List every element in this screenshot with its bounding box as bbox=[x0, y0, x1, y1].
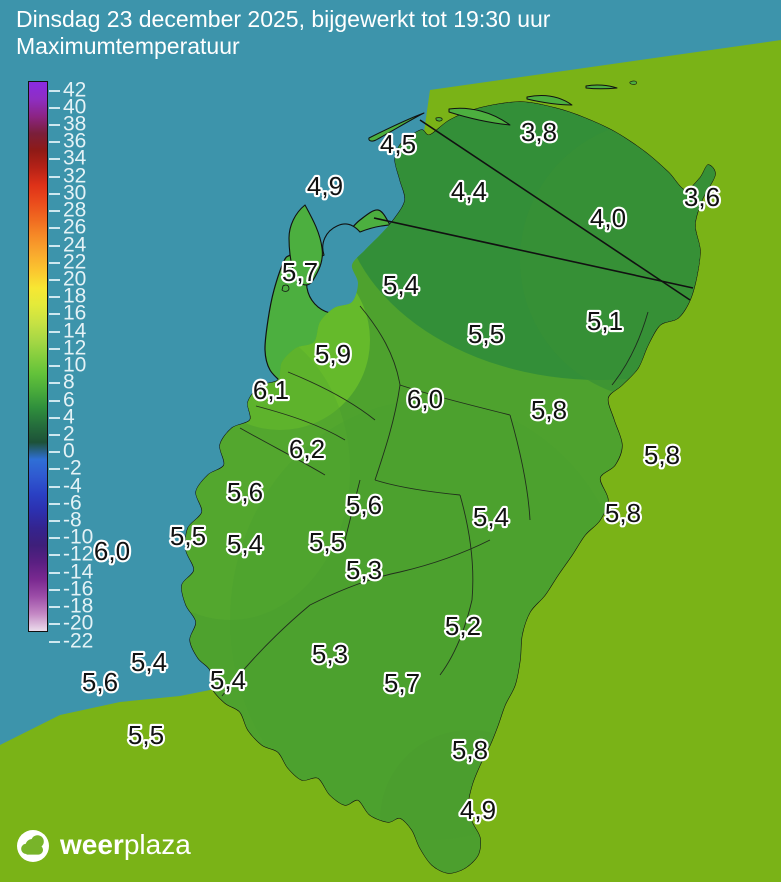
svg-text:5,7: 5,7 bbox=[384, 668, 420, 698]
svg-text:5,8: 5,8 bbox=[605, 498, 641, 528]
svg-text:5,5: 5,5 bbox=[170, 521, 206, 551]
svg-text:5,8: 5,8 bbox=[452, 735, 488, 765]
svg-text:3,6: 3,6 bbox=[684, 182, 720, 212]
svg-text:6,2: 6,2 bbox=[289, 434, 325, 464]
svg-text:6,0: 6,0 bbox=[407, 384, 443, 414]
svg-text:5,4: 5,4 bbox=[383, 270, 419, 300]
svg-text:5,4: 5,4 bbox=[210, 665, 246, 695]
svg-text:4,9: 4,9 bbox=[460, 795, 496, 825]
svg-text:5,6: 5,6 bbox=[227, 477, 263, 507]
svg-text:5,5: 5,5 bbox=[468, 319, 504, 349]
svg-text:5,2: 5,2 bbox=[445, 611, 481, 641]
svg-text:4,9: 4,9 bbox=[307, 171, 343, 201]
svg-text:4,0: 4,0 bbox=[590, 203, 626, 233]
svg-text:6,1: 6,1 bbox=[253, 375, 289, 405]
svg-text:5,4: 5,4 bbox=[227, 529, 263, 559]
svg-text:5,5: 5,5 bbox=[309, 527, 345, 557]
svg-text:4,4: 4,4 bbox=[451, 176, 487, 206]
svg-text:5,4: 5,4 bbox=[131, 647, 167, 677]
svg-text:5,4: 5,4 bbox=[473, 502, 509, 532]
svg-text:5,7: 5,7 bbox=[282, 257, 318, 287]
svg-text:5,3: 5,3 bbox=[346, 555, 382, 585]
svg-text:5,8: 5,8 bbox=[644, 440, 680, 470]
svg-text:5,9: 5,9 bbox=[315, 339, 351, 369]
svg-text:5,6: 5,6 bbox=[82, 667, 118, 697]
svg-text:5,6: 5,6 bbox=[346, 490, 382, 520]
svg-text:5,5: 5,5 bbox=[128, 720, 164, 750]
svg-text:5,1: 5,1 bbox=[587, 306, 623, 336]
svg-text:6,0: 6,0 bbox=[94, 536, 130, 566]
svg-text:5,3: 5,3 bbox=[312, 639, 348, 669]
svg-text:3,8: 3,8 bbox=[521, 117, 557, 147]
svg-text:5,8: 5,8 bbox=[531, 395, 567, 425]
svg-text:4,5: 4,5 bbox=[380, 129, 416, 159]
